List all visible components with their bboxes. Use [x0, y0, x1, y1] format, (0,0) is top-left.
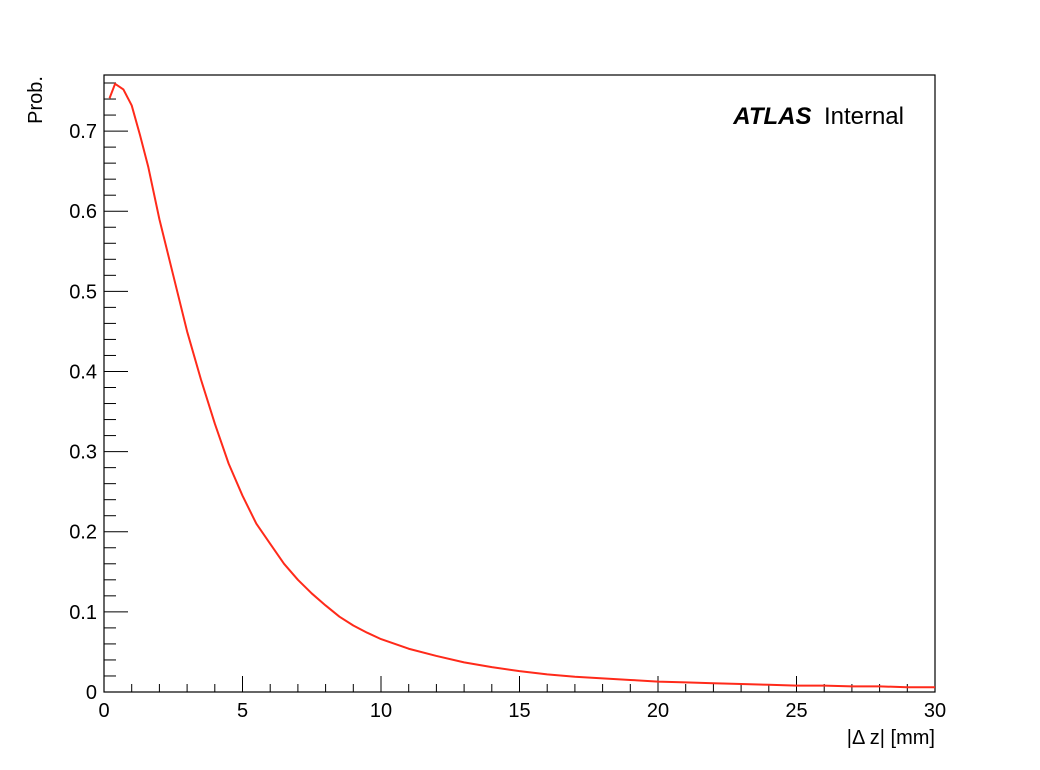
y-tick-label: 0.4	[69, 361, 97, 383]
x-tick-label: 30	[924, 700, 946, 722]
y-axis-title: Prob.	[25, 76, 47, 124]
y-tick-label: 0.5	[69, 281, 97, 303]
x-tick-label: 5	[237, 700, 248, 722]
y-tick-label: 0.3	[69, 442, 97, 464]
y-tick-label: 0.6	[69, 201, 97, 223]
plot-frame	[103, 74, 936, 693]
axis-tick-labels: 0 5 10 15 20 25 30 0 0.1 0.2 0.3 0.4 0.5 0.6 0.7	[69, 121, 946, 722]
x-tick-label: 20	[647, 700, 669, 722]
x-tick-label: 10	[370, 700, 392, 722]
y-tick-label: 0.1	[69, 602, 97, 624]
series-layer	[108, 82, 935, 689]
x-tick-label: 0	[98, 700, 109, 722]
axis-ticks	[103, 82, 936, 693]
y-tick-label: 0.7	[69, 121, 97, 143]
x-axis-title: |Δ z| [mm]	[847, 727, 935, 749]
y-tick-label: 0.2	[69, 522, 97, 544]
y-tick-label: 0	[86, 682, 97, 704]
series-line	[108, 82, 935, 689]
x-tick-label: 15	[508, 700, 530, 722]
x-tick-label: 25	[785, 700, 807, 722]
atlas-status-label: Internal	[824, 103, 904, 130]
atlas-label: ATLAS Internal	[732, 103, 904, 130]
atlas-bold-label: ATLAS	[732, 103, 811, 130]
